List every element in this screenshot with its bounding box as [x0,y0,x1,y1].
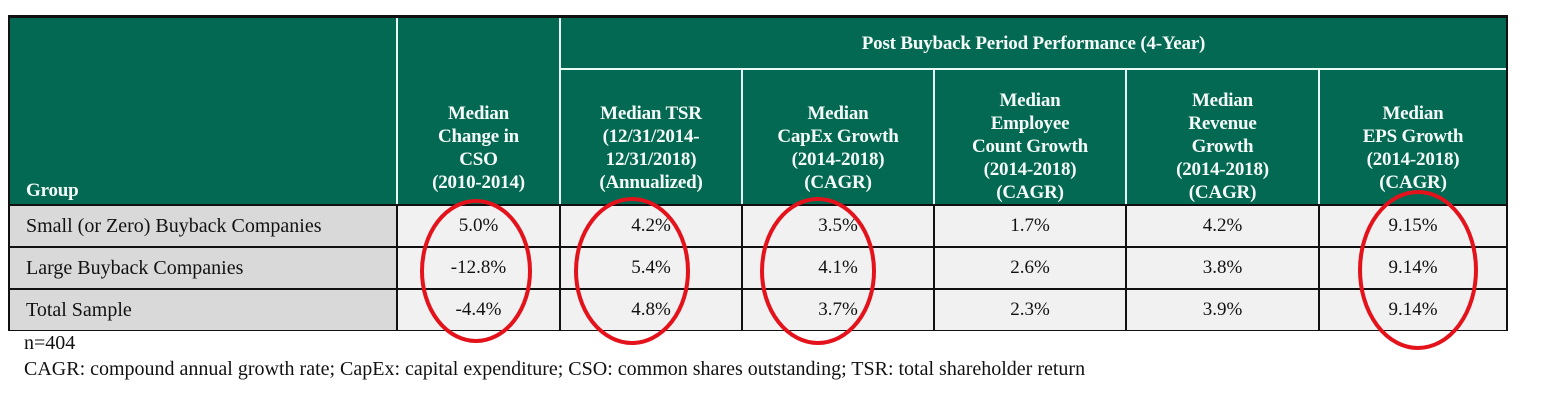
header-cso-line: Median [447,103,510,124]
header-line: Count Growth [971,136,1089,157]
header-tsr: Median TSR (12/31/2014- 12/31/2018) (Ann… [561,70,741,204]
value-cell: 2.6% [935,248,1125,288]
value-cell: 4.1% [743,248,933,288]
header-cso-line: Change in [437,126,520,147]
header-post-period-label: Post Buyback Period Performance (4-Year) [861,32,1206,54]
column-divider [1318,204,1320,330]
header-line: (CAGR) [804,172,872,193]
header-line: Growth [1191,136,1254,157]
value-cell: -12.8% [398,248,559,288]
header-line: (2014-2018) [1366,149,1460,170]
header-capex: Median CapEx Growth (2014-2018) (CAGR) [743,70,933,204]
header-line: 12/31/2018) [605,149,697,170]
header-line: Revenue [1188,113,1257,134]
value-cell: 3.7% [743,290,933,330]
header-employee: Median Employee Count Growth (2014-2018)… [935,70,1125,204]
group-cell: Total Sample [10,290,396,330]
header-line: (Annualized) [599,172,703,193]
header-divider [559,18,561,204]
header-line: (2014-2018) [1176,159,1269,180]
header-divider [741,70,743,204]
header-line: (2014-2018) [791,149,885,170]
header-divider [1318,70,1320,204]
value-cell: 4.8% [561,290,741,330]
header-line: (CAGR) [1379,172,1447,193]
column-divider [396,204,398,330]
value-cell: 4.2% [1127,206,1318,246]
header-line: Median [999,90,1061,111]
column-divider [741,204,743,330]
row-divider [10,246,1506,249]
value-cell: 9.14% [1320,290,1506,330]
header-revenue: Median Revenue Growth (2014-2018) (CAGR) [1127,70,1318,204]
value-cell: -4.4% [398,290,559,330]
value-cell: 5.4% [561,248,741,288]
header-line: (CAGR) [996,182,1064,203]
value-cell: 3.9% [1127,290,1318,330]
group-cell: Small (or Zero) Buyback Companies [10,206,396,246]
header-line: CapEx Growth [777,126,899,147]
header-divider [559,68,1506,70]
value-cell: 3.8% [1127,248,1318,288]
header-group-label: Group [26,180,79,201]
header-line: EPS Growth [1362,126,1464,147]
header-divider [396,18,398,204]
header-bottom-border [10,204,1506,206]
header-line: Median TSR [600,103,702,124]
header-line: Median [1382,103,1444,124]
group-cell: Large Buyback Companies [10,248,396,288]
header-divider [933,70,935,204]
header-group: Group [10,18,396,204]
header-post-period: Post Buyback Period Performance (4-Year) [561,18,1506,68]
buyback-performance-table: Group Median Change in CSO (2010-2014) P… [8,15,1508,331]
value-cell: 5.0% [398,206,559,246]
header-line: Median [807,103,869,124]
header-eps: Median EPS Growth (2014-2018) (CAGR) [1320,70,1506,204]
abbreviations-note: CAGR: compound annual growth rate; CapEx… [24,358,1086,380]
column-divider [559,204,561,330]
value-cell: 1.7% [935,206,1125,246]
header-line: Employee [990,113,1070,134]
value-cell: 2.3% [935,290,1125,330]
header-cso-line: CSO [459,149,498,170]
header-line: Median [1191,90,1254,111]
value-cell: 3.5% [743,206,933,246]
value-cell: 9.15% [1320,206,1506,246]
value-cell: 9.14% [1320,248,1506,288]
header-cso-line: (2010-2014) [432,172,525,193]
value-cell: 4.2% [561,206,741,246]
header-line: (12/31/2014- [602,126,700,147]
header-line: (CAGR) [1188,182,1257,203]
header-divider [1125,70,1127,204]
column-divider [1125,204,1127,330]
row-divider [10,288,1506,291]
header-cso: Median Change in CSO (2010-2014) [398,18,559,204]
header-line: (2014-2018) [983,159,1077,180]
sample-size-note: n=404 [24,332,76,354]
column-divider [933,204,935,330]
